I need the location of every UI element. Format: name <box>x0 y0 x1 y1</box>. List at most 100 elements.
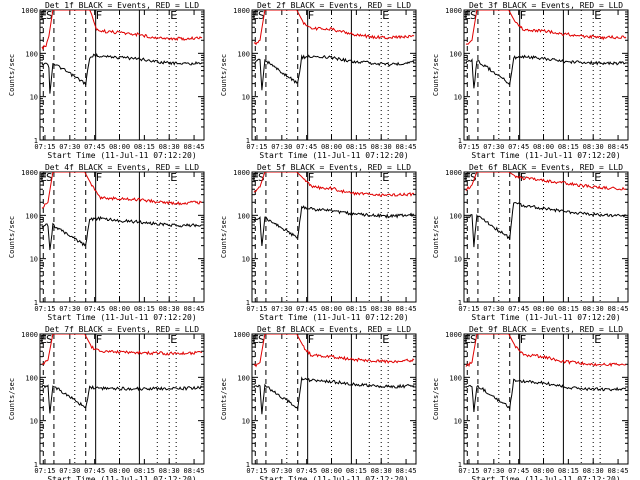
y-tick-label: 100 <box>237 212 250 220</box>
y-tick-label: 10 <box>242 256 250 264</box>
x-tick-label: 08:30 <box>583 305 604 313</box>
x-axis-label: Start Time (11-Jul-11 07:12:20) <box>47 313 196 322</box>
x-tick-label: 08:15 <box>346 467 367 475</box>
series-line-lld <box>253 334 415 368</box>
y-tick-label: 100 <box>237 50 250 58</box>
x-tick-label: 07:30 <box>59 305 80 313</box>
y-tick-label: 100 <box>25 50 38 58</box>
y-tick-label: 100 <box>25 212 38 220</box>
marker-label-f: F <box>96 171 103 184</box>
plot-frame <box>463 9 629 141</box>
x-axis-label: Start Time (11-Jul-11 07:12:20) <box>471 313 620 322</box>
marker-label-f: F <box>308 9 315 22</box>
y-tick-label: 1000 <box>21 7 38 15</box>
x-tick-label: 08:45 <box>396 305 417 313</box>
x-tick-label: 07:15 <box>246 467 267 475</box>
x-tick-label: 07:15 <box>246 143 267 151</box>
x-tick-label: 08:15 <box>558 467 579 475</box>
x-tick-label: 08:30 <box>371 305 392 313</box>
y-axis-label: Counts/sec <box>8 216 16 258</box>
x-tick-label: 08:00 <box>109 467 130 475</box>
x-tick-label: 08:45 <box>396 143 417 151</box>
panel-title: Det 2f BLACK = Events, RED = LLD <box>257 1 411 10</box>
series-line-lld <box>465 334 627 368</box>
detector-panel-5: Det 5f BLACK = Events, RED = LLD 1 10 100 10… <box>220 163 417 322</box>
y-tick-label: 1000 <box>233 169 250 177</box>
plot-frame <box>463 333 629 465</box>
x-axis-label: Start Time (11-Jul-11 07:12:20) <box>471 151 620 160</box>
x-tick-label: 08:15 <box>134 143 155 151</box>
x-tick-label: 07:30 <box>271 467 292 475</box>
panel-title: Det 1f BLACK = Events, RED = LLD <box>45 1 199 10</box>
y-tick-label: 1 <box>246 299 250 307</box>
series-line-events <box>41 52 203 94</box>
series-line-lld <box>465 172 627 191</box>
x-tick-label: 07:45 <box>84 143 105 151</box>
x-tick-label: 07:30 <box>483 467 504 475</box>
x-tick-label: 07:15 <box>246 305 267 313</box>
detector-panel-9: Det 9f BLACK = Events, RED = LLD 1 10 100 10… <box>432 325 629 480</box>
y-tick-label: 10 <box>30 418 38 426</box>
marker-label-f: F <box>96 9 103 22</box>
detector-panel-4: Det 4f BLACK = Events, RED = LLD 1 10 100 10… <box>8 163 205 322</box>
x-tick-label: 08:30 <box>159 467 180 475</box>
panel-title: Det 3f BLACK = Events, RED = LLD <box>469 1 623 10</box>
y-tick-label: 1000 <box>233 331 250 339</box>
y-tick-label: 10 <box>242 418 250 426</box>
marker-label-e: E <box>594 171 601 184</box>
marker-label-e: E <box>252 171 259 184</box>
panel-title: Det 7f BLACK = Events, RED = LLD <box>45 325 199 334</box>
marker-label-f: F <box>520 9 527 22</box>
x-tick-label: 08:00 <box>321 143 342 151</box>
x-tick-label: 07:45 <box>84 305 105 313</box>
x-tick-label: 08:00 <box>533 467 554 475</box>
y-axis-label: Counts/sec <box>8 54 16 96</box>
detector-panel-6: Det 6f BLACK = Events, RED = LLD 1 10 100 10… <box>432 163 629 322</box>
x-tick-label: 07:30 <box>271 143 292 151</box>
x-tick-label: 07:15 <box>458 143 479 151</box>
y-tick-label: 1000 <box>445 169 462 177</box>
series-line-lld <box>253 10 415 46</box>
plot-frame <box>39 333 205 465</box>
plot-frame <box>463 171 629 303</box>
y-axis-label: Counts/sec <box>220 216 228 258</box>
marker-label-s: S <box>258 171 265 184</box>
marker-label-s: S <box>258 9 265 22</box>
y-tick-label: 1 <box>458 461 462 469</box>
detector-panel-2: Det 2f BLACK = Events, RED = LLD 1 10 100 10… <box>220 1 417 160</box>
x-axis-label: Start Time (11-Jul-11 07:12:20) <box>47 475 196 480</box>
marker-label-s: S <box>470 171 477 184</box>
y-tick-label: 1 <box>246 461 250 469</box>
x-tick-label: 08:30 <box>583 143 604 151</box>
series-line-lld <box>41 10 203 51</box>
x-tick-label: 08:15 <box>558 143 579 151</box>
y-tick-label: 1 <box>458 137 462 145</box>
y-tick-label: 1000 <box>445 7 462 15</box>
marker-label-e: E <box>40 333 47 346</box>
detector-panel-7: Det 7f BLACK = Events, RED = LLD 1 10 100 10… <box>8 325 205 480</box>
x-axis-label: Start Time (11-Jul-11 07:12:20) <box>259 475 408 480</box>
panel-title: Det 5f BLACK = Events, RED = LLD <box>257 163 411 172</box>
x-tick-label: 07:15 <box>34 305 55 313</box>
x-tick-label: 07:30 <box>59 143 80 151</box>
y-tick-label: 100 <box>449 50 462 58</box>
marker-label-s: S <box>46 9 53 22</box>
marker-label-e: E <box>40 171 47 184</box>
y-tick-label: 1 <box>34 137 38 145</box>
y-tick-label: 1 <box>34 299 38 307</box>
x-tick-label: 07:30 <box>271 305 292 313</box>
plot-frame <box>251 171 417 303</box>
y-tick-label: 1000 <box>21 169 38 177</box>
x-axis-label: Start Time (11-Jul-11 07:12:20) <box>259 151 408 160</box>
series-line-events <box>465 202 627 248</box>
detector-panel-3: Det 3f BLACK = Events, RED = LLD 1 10 100 10… <box>432 1 629 160</box>
plot-frame <box>251 9 417 141</box>
y-tick-label: 100 <box>449 212 462 220</box>
plot-frame <box>251 333 417 465</box>
marker-label-e: E <box>170 171 177 184</box>
marker-label-f: F <box>308 171 315 184</box>
x-tick-label: 08:15 <box>346 305 367 313</box>
x-tick-label: 08:15 <box>346 143 367 151</box>
